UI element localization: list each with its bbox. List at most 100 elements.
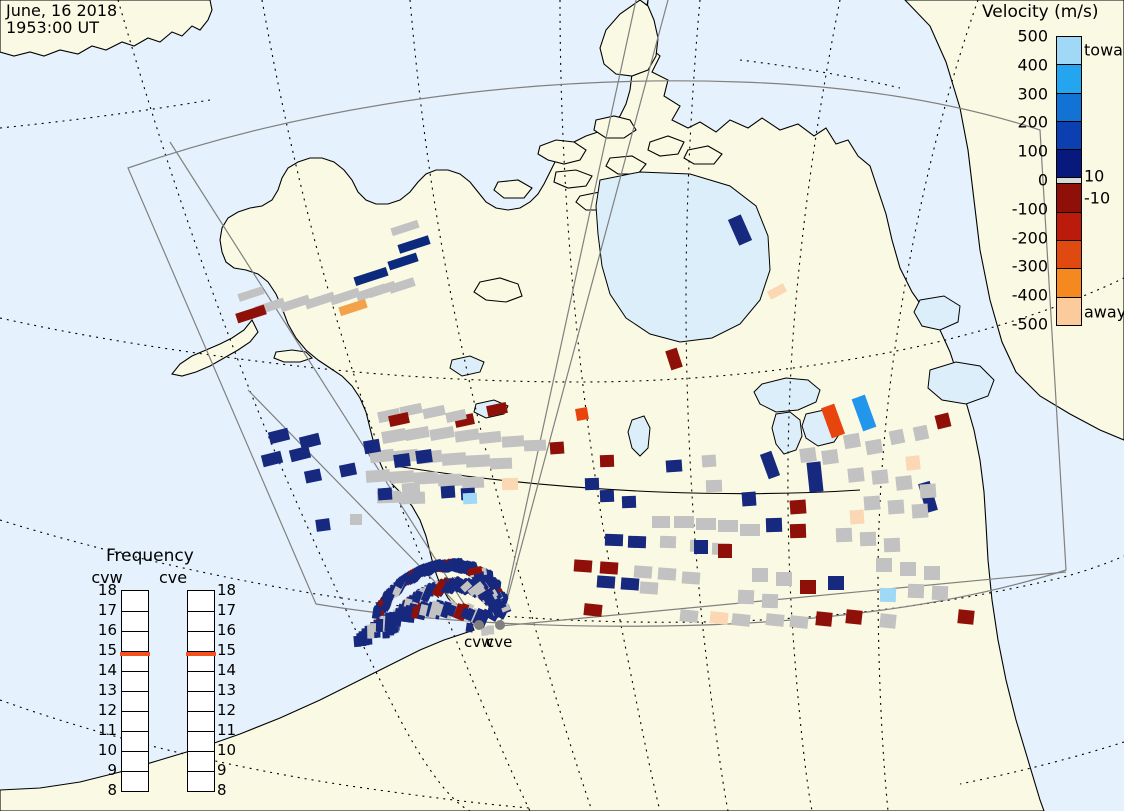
scatter-cell xyxy=(911,503,929,519)
frequency-tick-label: 18 xyxy=(97,581,117,599)
scatter-cell xyxy=(895,475,913,491)
frequency-tick-label: 11 xyxy=(217,721,237,739)
scatter-cell xyxy=(800,580,816,594)
scatter-cell xyxy=(924,566,940,580)
frequency-bar-division xyxy=(188,751,214,752)
scatter-cell xyxy=(701,454,717,468)
frequency-bar-division xyxy=(122,771,148,772)
frequency-tick-label: 14 xyxy=(217,661,237,679)
scatter-cell xyxy=(303,468,323,484)
scatter-cell xyxy=(888,428,906,446)
scatter-cell xyxy=(599,454,615,468)
frequency-bar-division xyxy=(122,791,148,792)
scatter-cell xyxy=(358,630,367,647)
scatter-cell xyxy=(761,593,779,609)
lake-winnipeg xyxy=(627,415,651,457)
scatter-cell xyxy=(705,479,723,493)
scatter-cell xyxy=(382,588,394,603)
scatter-cell xyxy=(387,252,419,271)
radar-scatter-cells xyxy=(235,214,975,648)
scatter-cell xyxy=(718,520,738,532)
scatter-cell xyxy=(847,467,865,483)
scatter-cell xyxy=(765,517,783,533)
velocity-colorbar-segment xyxy=(1057,178,1081,185)
frequency-bar-division xyxy=(188,791,214,792)
frequency-tick-label: 14 xyxy=(97,661,117,679)
radar-site-dot-cvw[interactable] xyxy=(474,620,484,630)
scatter-cell xyxy=(384,612,393,632)
velocity-colorbar-body xyxy=(1056,36,1082,326)
scatter-cell xyxy=(338,462,358,478)
scatter-cell xyxy=(401,482,421,496)
scatter-cell xyxy=(458,563,469,573)
scatter-cell xyxy=(731,613,751,627)
frequency-bar-division xyxy=(122,731,148,732)
velocity-colorbar-segment xyxy=(1057,212,1081,242)
scatter-cell xyxy=(821,448,839,466)
radar-site-label-cvw: cvw xyxy=(464,633,494,651)
velocity-plus10-label: 10 xyxy=(1084,166,1105,186)
arctic-island-a xyxy=(537,139,587,165)
scatter-cell xyxy=(765,613,785,627)
scatter-cell xyxy=(461,476,485,489)
graticule-lon-g xyxy=(877,0,979,811)
scatter-cell xyxy=(789,523,807,539)
graticule-lon-e xyxy=(685,0,729,811)
scatter-cell xyxy=(381,428,407,444)
scatter-cell xyxy=(388,277,416,294)
scatter-cell xyxy=(806,461,824,493)
frequency-bar xyxy=(186,590,216,792)
scatter-cell xyxy=(523,439,547,452)
scatter-cell xyxy=(639,581,659,595)
scatter-cell xyxy=(759,450,781,480)
scatter-cell xyxy=(633,565,653,579)
velocity-tick-label: 500 xyxy=(1017,26,1048,46)
scatter-cell xyxy=(492,607,504,617)
scatter-cell xyxy=(681,571,701,585)
velocity-colorbar-segment xyxy=(1057,150,1081,179)
scatter-cell xyxy=(288,445,312,463)
radar-site-dot-cve[interactable] xyxy=(495,620,505,630)
great-lake-superior xyxy=(753,377,821,413)
scatter-cell xyxy=(440,485,456,499)
frequency-tick-label: 12 xyxy=(97,701,117,719)
velocity-tick-label: -100 xyxy=(1011,199,1048,219)
scatter-cell xyxy=(859,531,877,547)
scatter-cell xyxy=(876,558,892,572)
scatter-cell xyxy=(486,625,495,635)
scatter-cell xyxy=(863,495,881,511)
frequency-bar-division xyxy=(188,731,214,732)
frequency-bar-division xyxy=(188,671,214,672)
velocity-colorbar-segment xyxy=(1057,241,1081,270)
scatter-cell xyxy=(445,409,467,423)
scatter-cell xyxy=(467,581,485,597)
scatter-cell xyxy=(919,483,937,499)
scatter-cell xyxy=(659,535,677,549)
frequency-tick-label: 8 xyxy=(217,781,227,799)
scatter-cell xyxy=(864,438,884,456)
scatter-cell xyxy=(596,575,616,589)
eastern-bay-inlet xyxy=(913,295,961,331)
scatter-cell xyxy=(549,441,565,455)
scatter-cell xyxy=(373,605,383,620)
velocity-tick-label: 200 xyxy=(1017,112,1048,132)
graticule-lon-f xyxy=(787,0,841,811)
scatter-cell xyxy=(604,533,624,547)
arctic-island-c xyxy=(553,169,593,189)
scatter-cell xyxy=(304,291,336,310)
hudson-bay xyxy=(595,171,771,343)
scatter-cell xyxy=(912,424,930,442)
frequency-bar-division xyxy=(122,671,148,672)
frequency-bar-division xyxy=(188,711,214,712)
scatter-cell xyxy=(752,568,768,582)
scatter-cell xyxy=(741,491,757,507)
scatter-cell xyxy=(599,489,615,503)
scatter-cell xyxy=(657,567,677,581)
frequency-bar-division xyxy=(188,691,214,692)
scatter-cell xyxy=(235,304,267,324)
frequency-tick-label: 10 xyxy=(97,741,117,759)
graticule-lon-b xyxy=(261,0,531,811)
radar-site-label-cve: cve xyxy=(486,633,513,651)
scatter-cell xyxy=(279,294,311,313)
scatter-cell xyxy=(315,518,331,532)
